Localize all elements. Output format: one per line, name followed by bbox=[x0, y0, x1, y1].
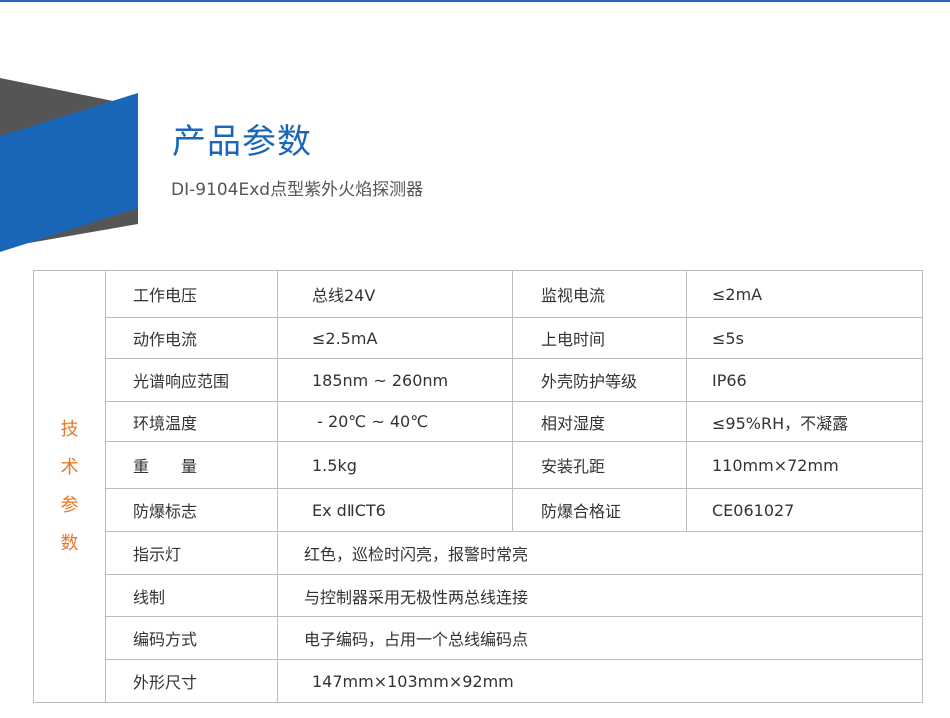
spec-value: ≤2.5mA bbox=[277, 317, 513, 359]
spec-key: 安装孔距 bbox=[512, 441, 687, 489]
table-row: 技 术 参 数 工作电压 总线24V 监视电流 ≤2mA bbox=[33, 270, 923, 703]
spec-value: 电子编码，占用一个总线编码点 bbox=[277, 616, 923, 660]
spec-key: 编码方式 bbox=[105, 616, 278, 660]
spec-value: - 20℃ ~ 40℃ bbox=[277, 401, 513, 442]
spec-value: 与控制器采用无极性两总线连接 bbox=[277, 574, 923, 617]
spec-key: 工作电压 bbox=[105, 270, 278, 318]
spec-key: 光谱响应范围 bbox=[105, 358, 278, 402]
spec-key: 重 量 bbox=[105, 441, 278, 489]
table-row: 光谱响应范围 185nm ~ 260nm 外壳防护等级 IP66 bbox=[34, 358, 923, 402]
spec-key: 线制 bbox=[105, 574, 278, 617]
spec-key: 外壳防护等级 bbox=[512, 358, 687, 402]
side-char: 术 bbox=[60, 456, 79, 478]
table-row: 环境温度 - 20℃ ~ 40℃ 相对湿度 ≤95%RH，不凝露 bbox=[34, 401, 923, 442]
spec-key: 外形尺寸 bbox=[105, 659, 278, 703]
blue-band-shape bbox=[0, 93, 138, 252]
spec-key: 相对湿度 bbox=[512, 401, 687, 442]
spec-key: 防爆标志 bbox=[105, 488, 278, 532]
spec-value: 147mm×103mm×92mm bbox=[277, 659, 923, 703]
spec-value: 总线24V bbox=[277, 270, 513, 318]
spec-key: 防爆合格证 bbox=[512, 488, 687, 532]
product-subtitle: DI-9104Exd点型紫外火焰探测器 bbox=[171, 180, 424, 200]
spec-value: ≤95%RH，不凝露 bbox=[686, 401, 923, 442]
decorative-banner-shapes bbox=[0, 78, 138, 252]
side-char: 数 bbox=[60, 532, 79, 554]
table-row: 动作电流 ≤2.5mA 上电时间 ≤5s bbox=[34, 317, 923, 359]
spec-value: CE061027 bbox=[686, 488, 923, 532]
spec-value: 1.5kg bbox=[277, 441, 513, 489]
spec-key: 环境温度 bbox=[105, 401, 278, 442]
spec-value: ≤5s bbox=[686, 317, 923, 359]
table-row: 指示灯 红色，巡检时闪亮，报警时常亮 bbox=[34, 531, 923, 575]
spec-key: 监视电流 bbox=[512, 270, 687, 318]
page-title: 产品参数 bbox=[172, 122, 312, 162]
spec-value: 红色，巡检时闪亮，报警时常亮 bbox=[277, 531, 923, 575]
side-label: 技 术 参 数 bbox=[33, 270, 106, 703]
spec-value: ≤2mA bbox=[686, 270, 923, 318]
spec-key: 动作电流 bbox=[105, 317, 278, 359]
side-char: 参 bbox=[60, 494, 79, 516]
table-row: 线制 与控制器采用无极性两总线连接 bbox=[34, 574, 923, 617]
spec-key: 上电时间 bbox=[512, 317, 687, 359]
spec-key: 指示灯 bbox=[105, 531, 278, 575]
table-row: 编码方式 电子编码，占用一个总线编码点 bbox=[34, 616, 923, 660]
spec-table: 技 术 参 数 工作电压 总线24V 监视电流 ≤2mA 动作电流 ≤2.5mA… bbox=[33, 270, 923, 703]
table-row: 重 量 1.5kg 安装孔距 110mm×72mm bbox=[34, 441, 923, 489]
table-row: 外形尺寸 147mm×103mm×92mm bbox=[34, 659, 923, 703]
top-accent-line bbox=[0, 0, 950, 2]
spec-value: Ex dⅡCT6 bbox=[277, 488, 513, 532]
side-char: 技 bbox=[60, 418, 79, 440]
table-row: 防爆标志 Ex dⅡCT6 防爆合格证 CE061027 bbox=[34, 488, 923, 532]
spec-value: IP66 bbox=[686, 358, 923, 402]
spec-value: 185nm ~ 260nm bbox=[277, 358, 513, 402]
spec-value: 110mm×72mm bbox=[686, 441, 923, 489]
